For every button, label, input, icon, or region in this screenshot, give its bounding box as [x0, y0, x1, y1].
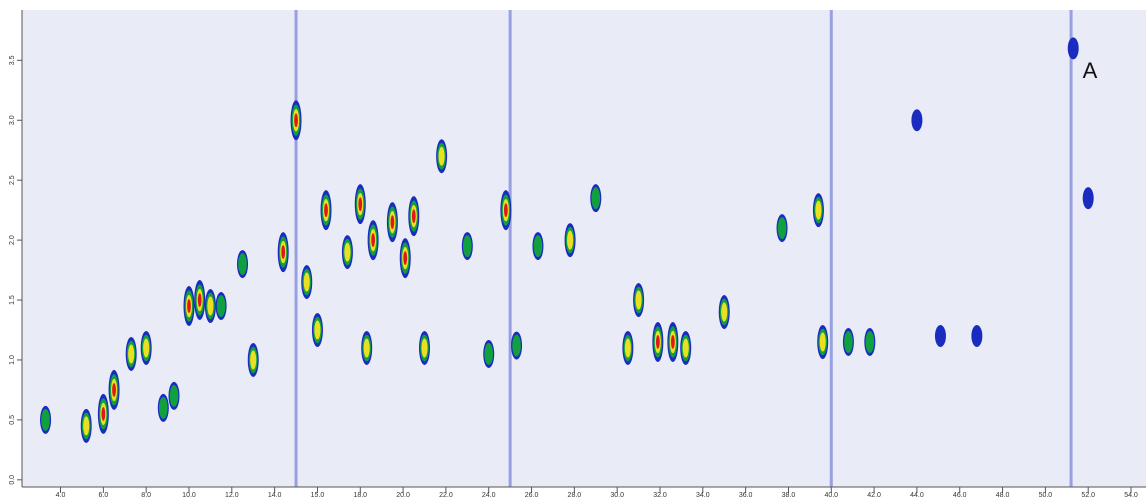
peak: [197, 293, 202, 307]
x-tick-label: 12.0: [225, 492, 239, 499]
y-tick-label: 3.5: [9, 55, 16, 65]
peak: [303, 272, 310, 292]
peak: [112, 383, 116, 397]
x-tick-label: 36.0: [739, 492, 753, 499]
peak: [358, 197, 363, 211]
peak: [250, 350, 257, 370]
streak: [508, 10, 512, 487]
peak: [438, 146, 445, 166]
peak: [721, 302, 728, 322]
peak: [865, 331, 875, 353]
x-tick-label: 30.0: [610, 492, 624, 499]
peak: [655, 335, 660, 349]
x-tick-label: 48.0: [996, 492, 1010, 499]
peak: [591, 187, 601, 210]
peak: [484, 343, 494, 365]
peak: [911, 109, 923, 132]
x-tick-label: 24.0: [482, 492, 496, 499]
peak: [1082, 187, 1094, 210]
y-tick-label: 0.0: [9, 475, 16, 485]
peak: [324, 203, 328, 217]
peak: [403, 251, 408, 265]
peak: [281, 245, 286, 259]
y-tick-label: 3.0: [9, 115, 16, 125]
peak: [844, 331, 853, 353]
peak: [815, 200, 822, 220]
x-tick-label: 4.0: [56, 492, 66, 499]
peak: [216, 295, 226, 317]
x-tick-label: 15.0: [311, 492, 325, 499]
x-tick-label: 10.0: [182, 492, 196, 499]
x-tick-label: 18.0: [353, 492, 367, 499]
x-tick-label: 20.0: [396, 492, 410, 499]
streak: [294, 10, 298, 487]
x-tick-label: 28.0: [568, 492, 582, 499]
peak: [934, 324, 946, 347]
x-tick-label: 46.0: [953, 492, 967, 499]
peak: [635, 290, 642, 310]
plot-background: [22, 10, 1146, 487]
peak: [344, 242, 351, 262]
x-tick-label: 38.0: [782, 492, 796, 499]
peak: [128, 344, 135, 364]
peak: [143, 338, 150, 358]
peak: [503, 203, 508, 217]
peak: [238, 253, 247, 276]
peak: [83, 416, 90, 436]
peak: [411, 209, 416, 223]
x-tick-label: 34.0: [696, 492, 710, 499]
peak: [971, 324, 983, 347]
peak: [624, 338, 631, 358]
peak: [101, 407, 106, 421]
peak: [777, 217, 787, 240]
x-tick-label: 52.0: [1081, 492, 1095, 499]
y-tick-label: 1.5: [9, 295, 16, 305]
peak: [207, 296, 214, 316]
peak: [533, 235, 543, 258]
peak: [670, 335, 675, 349]
peak: [41, 408, 50, 431]
x-tick-label: 50.0: [1039, 492, 1053, 499]
y-tick-label: 2.5: [9, 175, 16, 185]
peak: [512, 334, 521, 357]
x-tick-label: 44.0: [910, 492, 924, 499]
peak: [1067, 37, 1079, 60]
x-tick-label: 26.0: [525, 492, 539, 499]
peak: [567, 230, 574, 250]
peak: [819, 332, 826, 352]
peak: [682, 338, 689, 358]
peak: [363, 338, 370, 358]
y-tick-label: 1.0: [9, 355, 16, 365]
y-tick-label: 0.5: [9, 415, 16, 425]
x-tick-label: 8.0: [141, 492, 151, 499]
peak: [187, 299, 191, 313]
peak: [463, 235, 472, 258]
peak: [159, 396, 168, 419]
peak: [314, 320, 321, 340]
x-tick-label: 6.0: [98, 492, 108, 499]
x-tick-label: 42.0: [867, 492, 881, 499]
streak: [1069, 10, 1073, 487]
peak: [421, 338, 428, 358]
x-tick-label: 14.0: [268, 492, 282, 499]
peak: [294, 113, 298, 128]
annotation: A: [1083, 58, 1098, 83]
y-tick-label: 2.0: [9, 235, 16, 245]
peak: [371, 233, 375, 247]
peak: [169, 384, 179, 407]
streak: [829, 10, 833, 487]
x-tick-label: 40.0: [824, 492, 838, 499]
plot-area: [22, 10, 1146, 487]
peak: [390, 215, 395, 229]
x-tick-label: 22.0: [439, 492, 453, 499]
x-tick-label: 54.0: [1124, 492, 1138, 499]
x-tick-label: 32.0: [653, 492, 667, 499]
